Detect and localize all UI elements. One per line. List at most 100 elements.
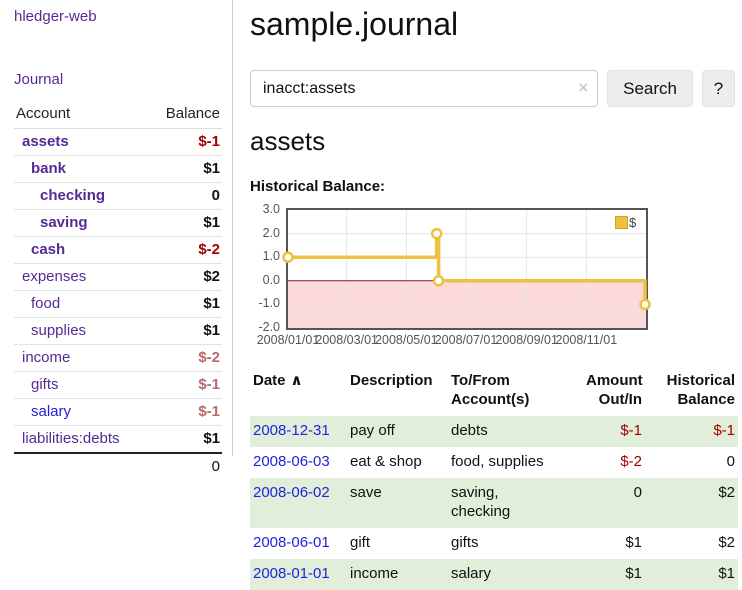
accounts-cell: saving, checking (451, 484, 511, 520)
register-header-row: Date ∧ Description To/From Account(s) Amo… (250, 367, 738, 416)
help-button[interactable]: ? (702, 70, 735, 107)
account-link-checking[interactable]: checking (40, 187, 106, 204)
account-row: salary $-1 (14, 398, 222, 426)
accounts-header-account: Account (14, 101, 149, 129)
register-row: 2008-06-02 save saving, checking 0 $2 (250, 478, 738, 528)
description-cell: gift (350, 534, 371, 551)
date-link[interactable]: 2008-01-01 (253, 565, 330, 582)
x-tick-label: 2008/03/01 (315, 333, 378, 347)
description-cell: pay off (350, 422, 395, 439)
historical-balance-chart: $ 3.0 2.0 1.0 0.0 -1.0 -2.0 2008/01/01 2008/03/… (250, 202, 651, 352)
account-row: expenses $2 (14, 263, 222, 291)
accounts-table: Account Balance assets $-1 bank $1 checking 0… (14, 101, 222, 479)
account-balance: $2 (148, 263, 222, 291)
account-link-assets[interactable]: assets (22, 133, 69, 150)
register-row: 2008-12-31 pay off debts $-1 $-1 (250, 416, 738, 447)
accounts-cell: food, supplies (451, 453, 544, 470)
account-row: saving $1 (14, 209, 222, 237)
accounts-cell: gifts (451, 534, 479, 551)
x-tick-label: 2008/07/01 (434, 333, 498, 347)
sidebar: hledger-web Journal Account Balance asse… (0, 0, 233, 479)
date-cell: 2008-06-03 (250, 447, 347, 478)
account-link-gifts[interactable]: gifts (31, 376, 59, 393)
balance-cell: $2 (718, 484, 735, 501)
date-link[interactable]: 2008-06-01 (253, 534, 330, 551)
legend-label: $ (629, 215, 637, 230)
account-balance: $-1 (148, 128, 222, 156)
search-button[interactable]: Search (607, 70, 693, 107)
account-row: liabilities:debts $1 (14, 425, 222, 454)
register-row: 2008-06-03 eat & shop food, supplies $-2 0 (250, 447, 738, 478)
chart-heading: Historical Balance: (250, 178, 386, 195)
main-content: sample.journal × Search ? assets Histori… (248, 0, 742, 590)
account-link-bank[interactable]: bank (31, 160, 67, 177)
register-row: 2008-06-01 gift gifts $1 $2 (250, 528, 738, 559)
account-balance: $-1 (148, 371, 222, 399)
search-input[interactable] (250, 70, 599, 107)
account-link-salary[interactable]: salary (31, 403, 72, 420)
account-link-income[interactable]: income (22, 349, 71, 366)
clear-search-icon[interactable]: × (578, 78, 589, 97)
account-row: bank $1 (14, 155, 222, 183)
balance-cell: $2 (718, 534, 735, 551)
accounts-cell: salary (451, 565, 492, 582)
chart-legend: $ (615, 215, 636, 230)
account-link-supplies[interactable]: supplies (31, 322, 87, 339)
description-cell: save (350, 484, 382, 501)
account-link-expenses[interactable]: expenses (22, 268, 87, 285)
register-row: 2008-01-01 income salary $1 $1 (250, 559, 738, 590)
balance-cell: 0 (726, 453, 735, 470)
amount-cell: $1 (625, 534, 642, 551)
register-header-date[interactable]: Date ∧ (253, 372, 303, 389)
y-tick-label: 0.0 (262, 272, 280, 287)
account-row: income $-2 (14, 344, 222, 372)
account-balance: 0 (148, 182, 222, 210)
account-link-food[interactable]: food (31, 295, 61, 312)
x-tick-label: 2008/09/01 (495, 333, 558, 347)
search-box: × (250, 70, 599, 107)
y-tick-label: -1.0 (258, 296, 280, 311)
account-balance: $1 (148, 425, 222, 454)
account-balance: $1 (148, 155, 222, 183)
amount-cell: $-1 (620, 422, 642, 439)
accounts-total-row: 0 (14, 452, 222, 479)
sort-asc-icon: ∧ (290, 372, 303, 389)
legend-swatch-icon (615, 216, 628, 229)
accounts-header-balance: Balance (148, 101, 222, 129)
y-tick-label: 3.0 (262, 202, 280, 216)
account-balance: $-2 (148, 236, 222, 264)
accounts-total-spacer (14, 452, 149, 479)
app-title[interactable]: hledger-web (14, 8, 97, 25)
amount-cell: $-2 (620, 453, 642, 470)
date-cell: 2008-06-01 (250, 528, 347, 559)
amount-cell: 0 (633, 484, 642, 501)
x-tick-label: 2008/11/01 (555, 333, 618, 347)
balance-cell: $-1 (713, 422, 735, 439)
date-cell: 2008-06-02 (250, 478, 347, 528)
account-row: supplies $1 (14, 317, 222, 345)
account-link-liabilities-debts[interactable]: liabilities:debts (22, 430, 120, 447)
balance-cell: $1 (718, 565, 735, 582)
accounts-total-value: 0 (148, 452, 222, 479)
nav-journal-link[interactable]: Journal (14, 71, 64, 88)
account-heading: assets (250, 126, 326, 156)
account-balance: $1 (148, 290, 222, 318)
x-tick-label: 2008/05/01 (375, 333, 438, 347)
date-cell: 2008-12-31 (250, 416, 347, 447)
account-balance: $-2 (148, 344, 222, 372)
account-link-saving[interactable]: saving (40, 214, 88, 231)
date-cell: 2008-01-01 (250, 559, 347, 590)
y-tick-label: 2.0 (262, 225, 280, 240)
x-tick-label: 2008/01/01 (256, 333, 320, 347)
account-link-cash[interactable]: cash (31, 241, 66, 258)
y-tick-label: -2.0 (258, 320, 280, 334)
date-link[interactable]: 2008-06-02 (253, 484, 330, 501)
date-link[interactable]: 2008-12-31 (253, 422, 330, 439)
account-row: checking 0 (14, 182, 222, 210)
account-balance: $1 (148, 317, 222, 345)
register-table: Date ∧ Description To/From Account(s) Amo… (250, 367, 738, 590)
page-title: sample.journal (250, 6, 459, 42)
description-cell: income (350, 565, 399, 582)
account-balance: $1 (148, 209, 222, 237)
date-link[interactable]: 2008-06-03 (253, 453, 330, 470)
